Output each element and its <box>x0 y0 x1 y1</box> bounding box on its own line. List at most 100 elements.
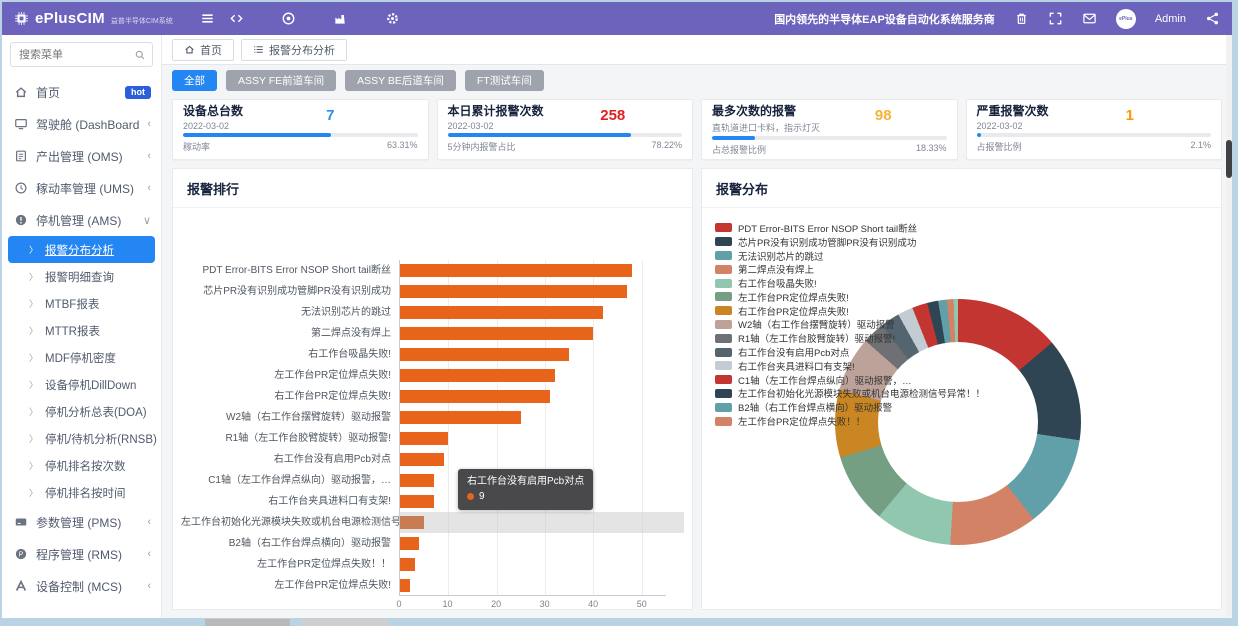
legend-item[interactable]: W2轴（右工作台摆臂旋转）驱动报警 <box>715 318 985 331</box>
legend-item[interactable]: 左工作台PR定位焊点失败！！ <box>715 414 985 428</box>
bar[interactable] <box>400 579 410 592</box>
legend-item[interactable]: B2轴（右工作台焊点横向）驱动报警 <box>715 400 985 414</box>
legend-item[interactable]: 无法识别芯片的跳过 <box>715 249 985 263</box>
sidebar-item[interactable]: P 程序管理 (RMS) ‹ <box>2 538 161 570</box>
sidebar-subitem[interactable]: 〉 MDF停机密度 <box>2 344 161 371</box>
navbar-icon-group <box>229 11 400 26</box>
search-input[interactable] <box>11 48 128 61</box>
kpi-footer-label: 稼动率 <box>183 142 211 152</box>
app-subtitle: 益普半导体CIM系统 <box>110 17 173 25</box>
sidebar-item[interactable]: 稼动率管理 (UMS) ‹ <box>2 172 161 204</box>
workshop-filter-button[interactable]: ASSY BE后道车间 <box>345 69 456 91</box>
legend-item[interactable]: R1轴（左工作台胶臂旋转）驱动报警! <box>715 331 985 345</box>
legend-swatch <box>715 319 732 329</box>
sidebar-item[interactable]: 驾驶舱 (DashBoard) ‹ <box>2 108 161 140</box>
tooltip-title: 右工作台没有启用Pcb对点 <box>467 476 585 487</box>
legend-item[interactable]: 右工作台夹具进料口有支架! <box>715 359 985 373</box>
legend-item[interactable]: PDT Error-BITS Error NSOP Short tail断丝 <box>715 221 985 235</box>
username[interactable]: Admin <box>1154 12 1186 25</box>
alarm-distribution-donut[interactable] <box>835 299 1081 545</box>
bar-category-label: W2轴（右工作台摆臂旋转）驱动报警 <box>226 412 391 423</box>
hamburger-icon[interactable] <box>200 11 215 26</box>
bar[interactable] <box>400 285 628 298</box>
legend-item[interactable]: 右工作台PR定位焊点失败! <box>715 304 985 318</box>
legend-item[interactable]: 左工作台初始化光源模块失败或机台电源检测信号异常！！ <box>715 387 985 400</box>
bar[interactable] <box>400 348 570 361</box>
bar[interactable] <box>400 327 594 340</box>
bar[interactable] <box>400 432 449 445</box>
legend-item[interactable]: 芯片PR没有识别成功管脚PR没有识别成功 <box>715 235 985 249</box>
tooltip-value: 9 <box>479 491 485 502</box>
bar[interactable] <box>400 453 444 466</box>
trash-icon[interactable] <box>1014 11 1029 26</box>
kpi-footer-label: 占总报警比例 <box>712 145 767 155</box>
gear-icon[interactable] <box>385 11 400 26</box>
gridline <box>545 260 547 595</box>
alarm-ranking-chart[interactable]: PDT Error-BITS Error NSOP Short tail断丝 芯片… <box>173 208 692 596</box>
sidebar-item[interactable]: 停机管理 (AMS) ∨ <box>2 204 161 236</box>
bar-labels: PDT Error-BITS Error NSOP Short tail断丝 芯片… <box>181 260 399 596</box>
legend-item[interactable]: C1轴（左工作台焊点纵向）驱动报警，… <box>715 373 985 387</box>
mail-icon[interactable] <box>1082 11 1097 26</box>
target-icon[interactable] <box>281 11 296 26</box>
page-scrollbar[interactable] <box>1226 35 1232 618</box>
gridline <box>496 260 498 595</box>
user-avatar[interactable]: ePlus <box>1115 8 1136 29</box>
fullscreen-icon[interactable] <box>1048 11 1063 26</box>
bar[interactable] <box>400 264 633 277</box>
sidebar-item[interactable]: 设备控制 (MCS) ‹ <box>2 570 161 602</box>
kpi-progress-track <box>183 133 418 137</box>
mcs-icon <box>14 579 28 593</box>
code-icon[interactable] <box>229 11 244 26</box>
bar[interactable] <box>400 495 434 508</box>
workshop-filter-button[interactable]: 全部 <box>172 69 217 91</box>
bar[interactable] <box>400 390 550 403</box>
legend-item[interactable]: 左工作台PR定位焊点失败! <box>715 290 985 304</box>
main-content: 首页 报警分布分析 全部 ASSY FE前道车间 ASSY BE后道车间 FT测试车间 … <box>162 35 1232 618</box>
bar-category-label: C1轴（左工作台焊点纵向）驱动报警，… <box>208 475 391 486</box>
sidebar-item[interactable]: 首页 hot <box>2 76 161 108</box>
bar[interactable] <box>400 516 425 529</box>
bar[interactable] <box>400 474 434 487</box>
sidebar-subitem[interactable]: 〉停机排名按次数 <box>2 452 161 479</box>
bar[interactable] <box>400 306 604 319</box>
share-icon[interactable] <box>1205 11 1220 26</box>
tab[interactable]: 报警分布分析 <box>241 38 347 61</box>
sidebar-subitem[interactable]: 〉报警明细查询 <box>2 263 161 290</box>
bar-category-label: 左工作台PR定位焊点失败! <box>274 580 391 591</box>
tab-bar: 首页 报警分布分析 <box>162 35 1232 65</box>
tab-label: 首页 <box>200 44 222 57</box>
factory-icon[interactable] <box>333 11 348 26</box>
sidebar-item[interactable]: 产出管理 (OMS) ‹ <box>2 140 161 172</box>
sidebar-subitem[interactable]: 〉停机/待机分析(RNSB) <box>2 425 161 452</box>
tab[interactable]: 首页 <box>172 38 234 61</box>
search-icon[interactable] <box>128 43 152 66</box>
scrollbar-thumb[interactable] <box>1226 140 1232 178</box>
legend-label: C1轴（左工作台焊点纵向）驱动报警，… <box>738 375 912 387</box>
sidebar-subitem[interactable]: 〉停机分析总表(DOA) <box>2 398 161 425</box>
workshop-filter-button[interactable]: ASSY FE前道车间 <box>226 69 337 91</box>
bar[interactable] <box>400 369 555 382</box>
bar[interactable] <box>400 411 521 424</box>
sidebar-subitem[interactable]: 〉 MTBF报表 <box>2 290 161 317</box>
sidebar-subitem-label: 报警明细查询 <box>45 271 115 284</box>
sidebar-subitem[interactable]: 〉停机排名按时间 <box>2 479 161 506</box>
kpi-subtitle: 2022-03-02 <box>976 121 1023 131</box>
workshop-filter-button[interactable]: FT测试车间 <box>464 69 544 91</box>
legend-item[interactable]: 右工作台没有启用Pcb对点 <box>715 345 985 359</box>
legend-item[interactable]: 右工作台吸晶失败! <box>715 276 985 290</box>
app-window: ePlusCIM 益普半导体CIM系统 国内领先的半导体EAP设备自动化系统服务… <box>2 2 1232 618</box>
sidebar-item-label: 产出管理 (OMS) <box>36 149 123 164</box>
legend-item[interactable]: 第二焊点没有焊上 <box>715 262 985 276</box>
sidebar-item[interactable]: 参数管理 (PMS) ‹ <box>2 506 161 538</box>
logo[interactable]: ePlusCIM 益普半导体CIM系统 <box>14 10 200 27</box>
bar[interactable] <box>400 558 415 571</box>
legend-label: 右工作台PR定位焊点失败! <box>738 306 849 318</box>
legend-swatch <box>715 361 732 371</box>
kpi-card: 严重报警次数 2022-03-02 1 占报警比例 2.1% <box>965 99 1222 160</box>
sidebar-subitem[interactable]: 〉设备停机DillDown <box>2 371 161 398</box>
bar[interactable] <box>400 537 420 550</box>
sidebar-subitem[interactable]: 〉 MTTR报表 <box>2 317 161 344</box>
sidebar-subitem[interactable]: 〉报警分布分析 <box>8 236 155 263</box>
